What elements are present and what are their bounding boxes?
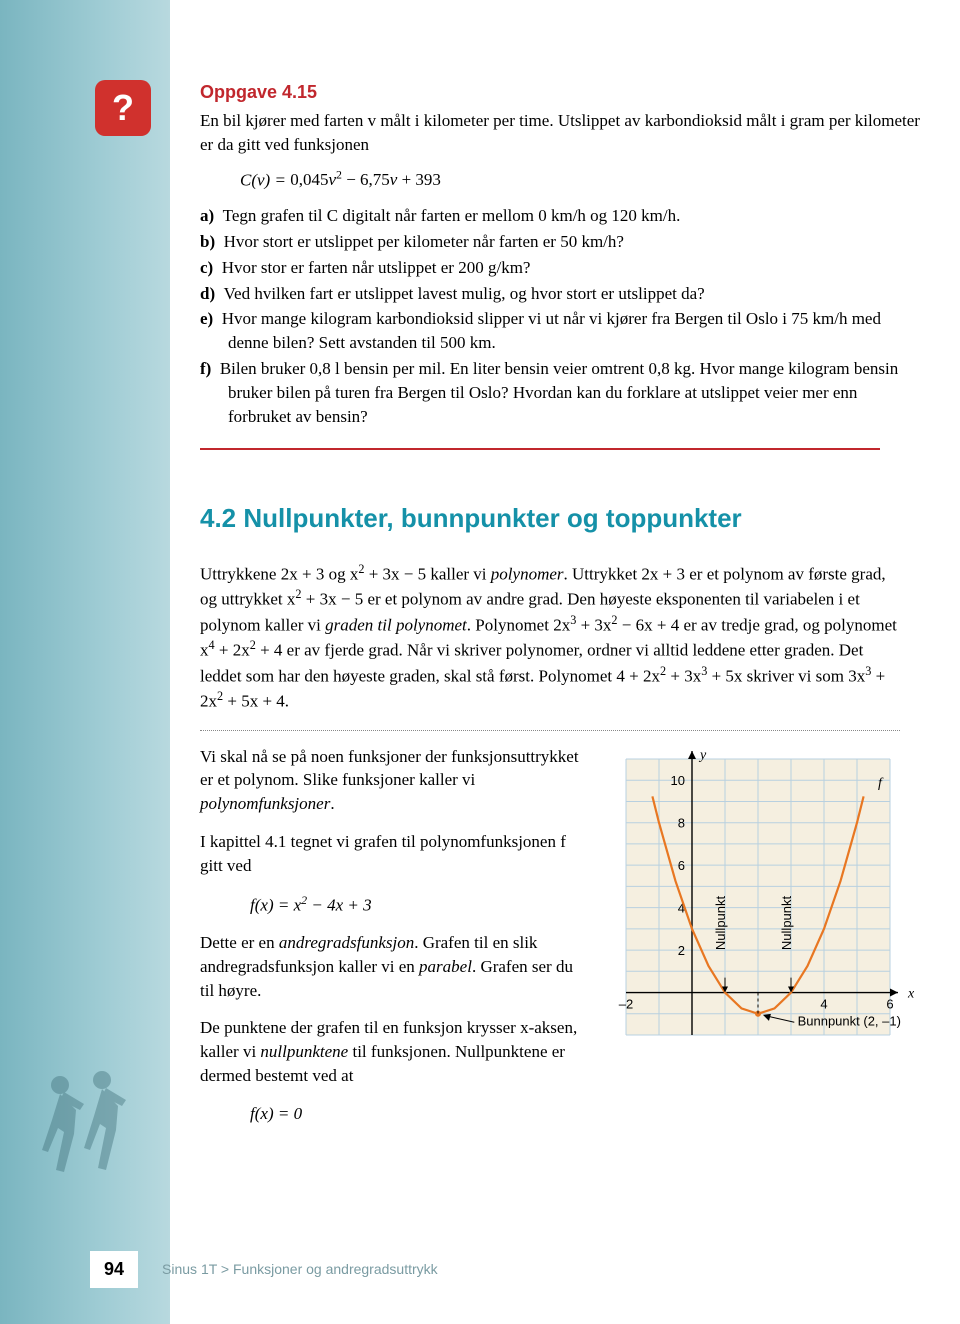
fn-zero: f(x) = 0 — [250, 1102, 586, 1126]
p1grad: graden til polynomet — [325, 615, 467, 634]
p1f: + 3x — [576, 615, 611, 634]
page-number: 94 — [90, 1251, 138, 1288]
item-c: c) Hvor stor er farten når utslippet er … — [200, 256, 920, 280]
item-f: f) Bilen bruker 0,8 l bensin per mil. En… — [200, 357, 920, 428]
svg-text:2: 2 — [678, 943, 685, 958]
text-column: Vi skal nå se på noen funksjoner der fun… — [200, 745, 586, 1140]
p1h: + 2x — [215, 641, 250, 660]
item-d: d) Ved hvilken fart er utslippet lavest … — [200, 282, 920, 306]
formula-rhs: 0,045v2 − 6,75v + 393 — [290, 170, 441, 189]
formula-lhs: C(v) = — [240, 170, 290, 189]
p1k: + 5x skriver vi som 3x — [707, 666, 865, 685]
main-content: Oppgave 4.15 En bil kjører med farten v … — [200, 80, 920, 1140]
p1e: . Polynomet 2x — [467, 615, 570, 634]
p1j: + 3x — [666, 666, 701, 685]
svg-text:x: x — [907, 986, 915, 1001]
exercise-intro: En bil kjører med farten v målt i kilome… — [200, 109, 920, 157]
section-p4: Dette er en andregradsfunksjon. Grafen t… — [200, 931, 586, 1002]
sidebar-decor — [0, 0, 170, 1324]
page-footer: 94 Sinus 1T > Funksjoner og andregradsut… — [90, 1251, 438, 1288]
section-p5: De punktene der grafen til en funksjon k… — [200, 1016, 586, 1087]
item-a: a) Tegn grafen til C digitalt når farten… — [200, 204, 920, 228]
item-d-text: Ved hvilken fart er utslippet lavest mul… — [224, 284, 705, 303]
svg-text:y: y — [698, 748, 707, 763]
dotted-separator — [200, 730, 900, 731]
exercise-items: a) Tegn grafen til C digitalt når farten… — [200, 204, 920, 428]
section-p1: Uttrykkene 2x + 3 og x2 + 3x − 5 kaller … — [200, 561, 900, 714]
exercise-formula: C(v) = 0,045v2 − 6,75v + 393 — [240, 167, 920, 192]
p2polyfn: polynomfunksjoner — [200, 794, 330, 813]
item-b-text: Hvor stort er utslippet per kilometer nå… — [224, 232, 624, 251]
p4a: Dette er en — [200, 933, 279, 952]
two-column-layout: Vi skal nå se på noen funksjoner der fun… — [200, 745, 920, 1140]
svg-text:Nullpunkt: Nullpunkt — [779, 895, 794, 950]
item-e-text: Hvor mange kilogram karbondioksid slippe… — [222, 309, 881, 352]
p4par: parabel — [419, 957, 472, 976]
svg-text:Bunnpunkt (2, –1): Bunnpunkt (2, –1) — [798, 1013, 901, 1028]
svg-text:6: 6 — [678, 858, 685, 873]
svg-text:Nullpunkt: Nullpunkt — [713, 895, 728, 950]
p1b: + 3x − 5 kaller vi — [364, 564, 490, 583]
section-p2: Vi skal nå se på noen funksjoner der fun… — [200, 745, 586, 816]
p2a: Vi skal nå se på noen funksjoner der fun… — [200, 747, 579, 790]
item-a-text: Tegn grafen til C digitalt når farten er… — [223, 206, 681, 225]
breadcrumb: Sinus 1T > Funksjoner og andregradsuttry… — [162, 1260, 438, 1280]
exercise-title: Oppgave 4.15 — [200, 80, 920, 105]
p1m: + 5x + 4. — [223, 692, 289, 711]
item-f-text: Bilen bruker 0,8 l bensin per mil. En li… — [220, 359, 898, 426]
p1a: Uttrykkene 2x + 3 og x — [200, 564, 358, 583]
section-p3: I kapittel 4.1 tegnet vi grafen til poly… — [200, 830, 586, 878]
p4andre: andregradsfunksjon — [279, 933, 414, 952]
p1poly: polynomer — [491, 564, 564, 583]
item-e: e) Hvor mange kilogram karbondioksid sli… — [200, 307, 920, 355]
question-badge: ? — [95, 80, 151, 136]
item-c-text: Hvor stor er farten når utslippet er 200… — [222, 258, 531, 277]
parabola-chart: –246246810xyfNullpunktNullpunktBunnpunkt… — [610, 745, 920, 1075]
svg-text:8: 8 — [678, 815, 685, 830]
fn-formula: f(x) = x2 − 4x + 3 — [250, 892, 586, 917]
svg-text:4: 4 — [820, 996, 827, 1011]
svg-text:10: 10 — [671, 773, 685, 788]
separator-red — [200, 448, 880, 450]
section-title: 4.2 Nullpunkter, bunnpunkter og toppunkt… — [200, 500, 920, 536]
p2b: . — [330, 794, 334, 813]
item-b: b) Hvor stort er utslippet per kilometer… — [200, 230, 920, 254]
svg-text:6: 6 — [886, 996, 893, 1011]
svg-text:–2: –2 — [619, 996, 633, 1011]
runners-illustration — [30, 1060, 140, 1200]
p5null: nullpunktene — [260, 1042, 348, 1061]
